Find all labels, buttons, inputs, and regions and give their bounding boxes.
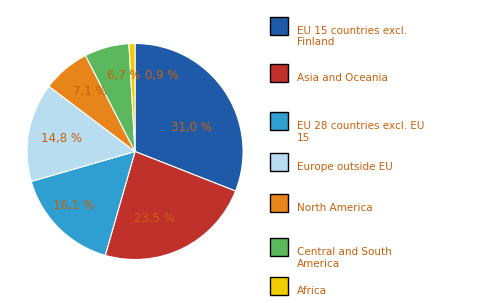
Text: 0,9 %: 0,9 % bbox=[145, 69, 179, 82]
FancyBboxPatch shape bbox=[270, 112, 288, 130]
Wedge shape bbox=[135, 43, 243, 191]
FancyBboxPatch shape bbox=[270, 17, 288, 35]
Text: Asia and Oceania: Asia and Oceania bbox=[297, 73, 387, 83]
Text: 31,0 %: 31,0 % bbox=[171, 121, 212, 134]
Text: 16,1 %: 16,1 % bbox=[53, 199, 94, 212]
FancyBboxPatch shape bbox=[270, 153, 288, 171]
Text: 23,5 %: 23,5 % bbox=[134, 212, 175, 225]
Text: Africa: Africa bbox=[297, 286, 327, 296]
Wedge shape bbox=[129, 43, 135, 152]
FancyBboxPatch shape bbox=[270, 238, 288, 256]
Text: Central and South
America: Central and South America bbox=[297, 247, 391, 268]
Text: 6,7 %: 6,7 % bbox=[108, 69, 141, 82]
Text: North America: North America bbox=[297, 203, 372, 213]
Wedge shape bbox=[27, 86, 135, 181]
Text: Europe outside EU: Europe outside EU bbox=[297, 162, 392, 172]
Text: EU 28 countries excl. EU
15: EU 28 countries excl. EU 15 bbox=[297, 121, 424, 143]
Wedge shape bbox=[49, 55, 135, 152]
FancyBboxPatch shape bbox=[270, 64, 288, 82]
FancyBboxPatch shape bbox=[270, 194, 288, 212]
Wedge shape bbox=[31, 152, 135, 255]
FancyBboxPatch shape bbox=[270, 277, 288, 295]
Wedge shape bbox=[85, 44, 135, 152]
Text: 7,1 %: 7,1 % bbox=[73, 85, 107, 98]
Text: 14,8 %: 14,8 % bbox=[41, 132, 82, 145]
Text: EU 15 countries excl.
Finland: EU 15 countries excl. Finland bbox=[297, 26, 407, 47]
Wedge shape bbox=[105, 152, 236, 259]
